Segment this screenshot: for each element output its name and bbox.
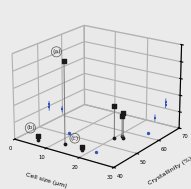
X-axis label: Cell size (μm): Cell size (μm) (25, 172, 68, 188)
Y-axis label: Crystallinity (%): Crystallinity (%) (147, 156, 191, 186)
